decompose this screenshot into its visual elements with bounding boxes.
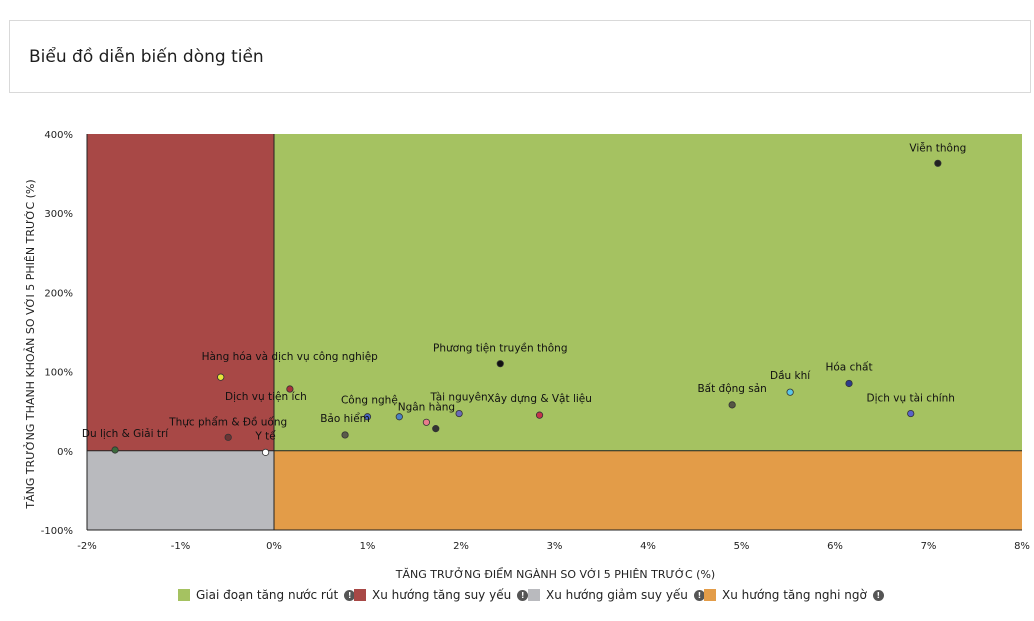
data-point-label: Phương tiện truyền thông: [433, 343, 567, 355]
data-point[interactable]: [217, 373, 225, 381]
data-point[interactable]: [934, 159, 942, 167]
x-axis-title: TĂNG TRƯỞNG ĐIỂM NGÀNH SO VỚI 5 PHIÊN TR…: [395, 567, 715, 581]
data-point-label: Công nghệ: [341, 395, 398, 407]
data-point-label: Bảo hiểm: [320, 412, 370, 425]
data-point[interactable]: [786, 388, 794, 396]
data-point-label: Du lịch & Giải trí: [82, 428, 169, 440]
info-icon[interactable]: !: [517, 589, 529, 601]
data-point[interactable]: [535, 411, 544, 419]
data-point-label: Hóa chất: [825, 361, 872, 373]
data-point-label: Dầu khí: [770, 370, 811, 382]
info-icon[interactable]: !: [693, 589, 705, 601]
data-point[interactable]: [728, 401, 736, 409]
x-tick-label: -2%: [77, 541, 96, 552]
data-point[interactable]: [111, 446, 119, 454]
data-point-label: Dịch vụ tiện ích: [225, 391, 307, 403]
legend-item[interactable]: Giai đoạn tăng nước rút!: [178, 588, 356, 602]
legend-swatch: [528, 589, 540, 601]
data-point-label: Ngân hàng: [398, 401, 455, 413]
quadrant-region: [87, 134, 274, 451]
x-tick-label: 1%: [360, 541, 376, 552]
data-point[interactable]: [422, 418, 431, 426]
data-point-label: Bất động sản: [697, 383, 766, 395]
quadrant-region: [274, 450, 1022, 530]
y-tick-label: 100%: [44, 368, 73, 379]
chart-header: Biểu đồ diễn biến dòng tiền: [9, 20, 1031, 93]
data-point[interactable]: [341, 431, 349, 439]
y-tick-label: 300%: [44, 209, 73, 220]
legend-label: Xu hướng giảm suy yếu: [546, 588, 688, 602]
data-point-label: Thực phẩm & Đồ uống: [168, 415, 287, 428]
quadrant-region: [87, 450, 274, 530]
x-tick-label: -1%: [171, 541, 190, 552]
legend-item[interactable]: Xu hướng tăng suy yếu!: [354, 588, 529, 602]
legend-item[interactable]: Xu hướng giảm suy yếu!: [528, 588, 705, 602]
legend-label: Xu hướng tăng nghi ngờ: [722, 588, 867, 602]
data-point-label: Xây dựng & Vật liệu: [487, 393, 592, 405]
y-tick-label: 0%: [57, 447, 73, 458]
data-point[interactable]: [455, 409, 463, 418]
data-point[interactable]: [286, 385, 294, 393]
quadrant-region: [274, 134, 1022, 451]
data-point[interactable]: [224, 433, 232, 441]
data-point-label: Dịch vụ tài chính: [867, 393, 955, 405]
x-tick-label: 7%: [921, 541, 937, 552]
legend-swatch: [178, 589, 190, 601]
data-point[interactable]: [261, 448, 270, 456]
data-point-label: Tài nguyên: [430, 392, 488, 404]
y-tick-label: 200%: [44, 288, 73, 299]
chart-legend: Giai đoạn tăng nước rút! Xu hướng tăng su…: [0, 588, 1034, 608]
legend-label: Xu hướng tăng suy yếu: [372, 588, 512, 602]
legend-swatch: [704, 589, 716, 601]
x-tick-label: 4%: [640, 541, 656, 552]
x-tick-label: 3%: [547, 541, 563, 552]
data-point[interactable]: [496, 360, 504, 368]
x-tick-label: 0%: [266, 541, 282, 552]
data-point[interactable]: [432, 425, 440, 433]
legend-swatch: [354, 589, 366, 601]
cashflow-scatter-chart: -2% -1% 0% 1% 2% 3% 4% 5% 6% 7% 8% -100% 0% 100% 200% 3…: [23, 130, 1030, 581]
info-icon[interactable]: !: [344, 589, 356, 601]
y-tick-label: 400%: [44, 130, 73, 141]
data-point-label: Hàng hóa và dịch vụ công nghiệp: [202, 351, 379, 363]
data-point[interactable]: [845, 379, 853, 388]
info-icon[interactable]: !: [872, 589, 884, 601]
x-tick-label: 6%: [827, 541, 843, 552]
data-point-label: Viễn thông: [909, 141, 966, 154]
x-tick-label: 8%: [1014, 541, 1030, 552]
page-title: Biểu đồ diễn biến dòng tiền: [29, 47, 264, 67]
y-axis-title: TĂNG TRƯỞNG THANH KHOẢN SO VỚI 5 PHIÊN T…: [23, 179, 37, 509]
data-point[interactable]: [907, 409, 915, 418]
data-point-label: Y tế: [254, 430, 276, 442]
x-tick-label: 5%: [734, 541, 750, 552]
data-point[interactable]: [363, 413, 372, 421]
data-point[interactable]: [395, 413, 403, 421]
y-tick-label: -100%: [41, 526, 73, 537]
legend-item[interactable]: Xu hướng tăng nghi ngờ!: [704, 588, 884, 602]
x-tick-label: 2%: [453, 541, 469, 552]
legend-label: Giai đoạn tăng nước rút: [196, 588, 339, 602]
